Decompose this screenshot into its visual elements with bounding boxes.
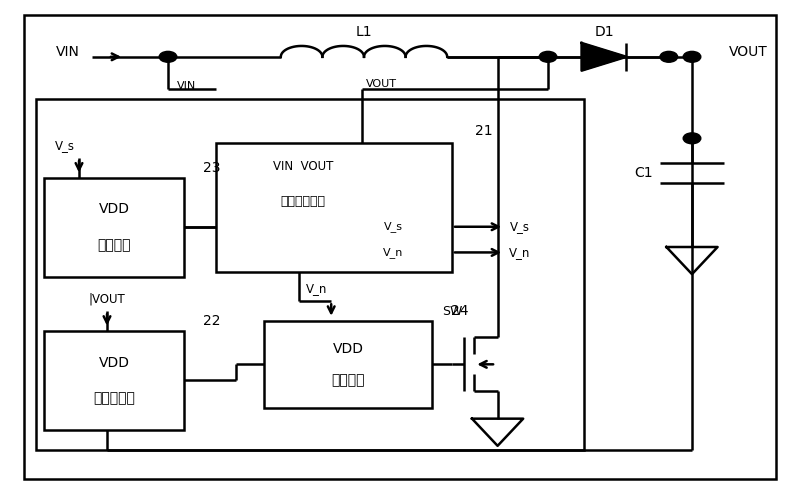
Text: |VOUT: |VOUT: [89, 292, 126, 305]
Circle shape: [660, 51, 678, 62]
Text: D1: D1: [594, 25, 614, 39]
Bar: [44, 331, 184, 430]
Text: 驱动电路: 驱动电路: [331, 373, 365, 387]
Text: VDD: VDD: [333, 342, 363, 356]
Polygon shape: [582, 43, 626, 71]
Bar: [264, 321, 432, 408]
Text: V_n: V_n: [510, 246, 530, 259]
Text: 启动电路: 启动电路: [98, 238, 130, 252]
Text: 24: 24: [451, 304, 469, 318]
Circle shape: [683, 51, 701, 62]
Text: VIN: VIN: [56, 45, 80, 59]
Text: SW: SW: [442, 305, 462, 318]
Text: V_s: V_s: [55, 139, 75, 152]
Text: V_n: V_n: [306, 283, 327, 295]
Text: L1: L1: [356, 25, 372, 39]
Text: V_n: V_n: [383, 247, 403, 258]
Text: VOUT: VOUT: [729, 45, 767, 59]
Text: VIN: VIN: [177, 82, 196, 91]
Text: V_s: V_s: [510, 220, 530, 233]
Text: 21: 21: [475, 124, 493, 138]
Text: 22: 22: [203, 314, 221, 328]
Bar: [216, 143, 452, 272]
Text: VOUT: VOUT: [366, 79, 398, 89]
Circle shape: [539, 51, 557, 62]
Text: 23: 23: [203, 161, 221, 175]
Circle shape: [159, 51, 177, 62]
Text: VIN  VOUT: VIN VOUT: [273, 160, 334, 173]
Text: 电源切换电路: 电源切换电路: [281, 195, 326, 207]
Bar: [36, 99, 584, 450]
Bar: [44, 178, 184, 277]
Text: C1: C1: [634, 166, 654, 180]
Circle shape: [683, 133, 701, 144]
Text: VDD: VDD: [98, 203, 130, 216]
Text: 主控制电路: 主控制电路: [93, 391, 135, 405]
Text: VDD: VDD: [98, 356, 130, 370]
Text: V_s: V_s: [383, 221, 402, 232]
